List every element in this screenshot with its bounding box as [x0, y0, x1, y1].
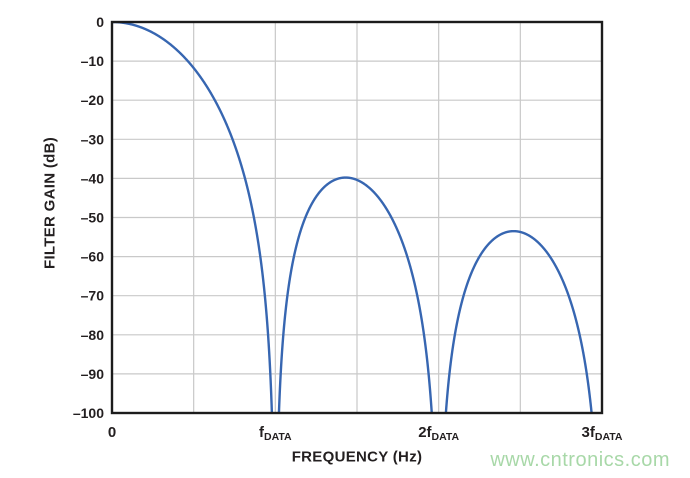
y-tick-label: –100 [73, 405, 104, 421]
y-tick-label: 0 [96, 14, 104, 30]
y-tick-label: –50 [81, 210, 105, 226]
x-tick-label: 3fDATA [582, 424, 623, 443]
x-tick-label: fDATA [259, 424, 292, 443]
response-curve [112, 22, 593, 413]
plot-border [110, 20, 604, 415]
y-tick-label: –70 [81, 288, 105, 304]
y-tick-label: –30 [81, 131, 105, 147]
y-tick-label: –60 [81, 249, 105, 265]
x-tick-label: 0 [108, 424, 116, 441]
x-tick-label: 2fDATA [418, 424, 459, 443]
y-tick-label: –20 [81, 92, 105, 108]
y-tick-label: –80 [81, 327, 105, 343]
y-tick-label: –40 [81, 170, 105, 186]
watermark-text: www.cntronics.com [490, 449, 670, 471]
y-tick-label: –10 [81, 53, 105, 69]
y-tick-label: –90 [81, 366, 105, 382]
x-axis-title: FREQUENCY (Hz) [291, 448, 423, 466]
y-axis-title: FILTER GAIN (dB) [41, 137, 59, 269]
